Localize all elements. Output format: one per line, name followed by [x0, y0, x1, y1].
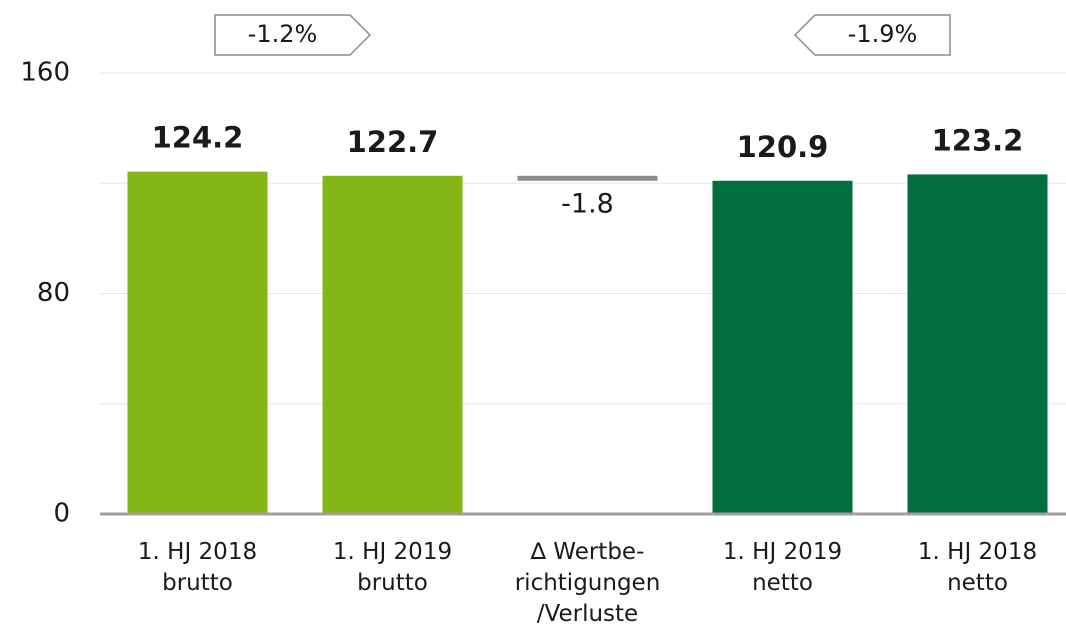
- y-tick-label: 0: [53, 499, 70, 529]
- value-label: 123.2: [932, 123, 1024, 157]
- annotation-box: [214, 14, 372, 56]
- delta-bar: [517, 175, 658, 181]
- annotation-box: [793, 14, 951, 56]
- x-tick-line: richtigungen: [515, 570, 661, 596]
- x-tick-label: 1. HJ 2019 netto: [723, 539, 842, 596]
- annotation-text: -1.2%: [248, 20, 318, 48]
- x-tick-line: netto: [947, 570, 1008, 596]
- x-tick-line: /Verluste: [537, 601, 638, 627]
- x-tick-line: 1. HJ 2018: [918, 539, 1037, 565]
- x-tick-line: ∆ Wertbe-: [530, 539, 645, 565]
- x-tick-label: 1. HJ 2018 brutto: [138, 539, 257, 596]
- value-label: 120.9: [737, 130, 829, 164]
- bar: [127, 171, 268, 514]
- x-tick-line: netto: [752, 570, 813, 596]
- x-tick-label: 1. HJ 2018 netto: [918, 539, 1037, 596]
- annotation-text: -1.9%: [848, 20, 918, 48]
- x-tick-line: 1. HJ 2019: [333, 539, 452, 565]
- bar: [712, 180, 853, 514]
- value-label: 122.7: [347, 125, 439, 159]
- x-tick-line: brutto: [162, 570, 233, 596]
- value-label: -1.8: [561, 188, 614, 219]
- x-tick-line: 1. HJ 2019: [723, 539, 842, 565]
- x-tick-label: 1. HJ 2019 brutto: [333, 539, 452, 596]
- x-tick-line: 1. HJ 2018: [138, 539, 257, 565]
- x-tick-line: brutto: [357, 570, 428, 596]
- x-tick-label: ∆ Wertbe-richtigungen/Verluste: [515, 539, 661, 627]
- bar: [907, 174, 1048, 514]
- y-tick-label: 80: [37, 278, 70, 308]
- value-label: 124.2: [152, 121, 244, 155]
- y-tick-label: 160: [20, 58, 70, 88]
- bar: [322, 175, 463, 515]
